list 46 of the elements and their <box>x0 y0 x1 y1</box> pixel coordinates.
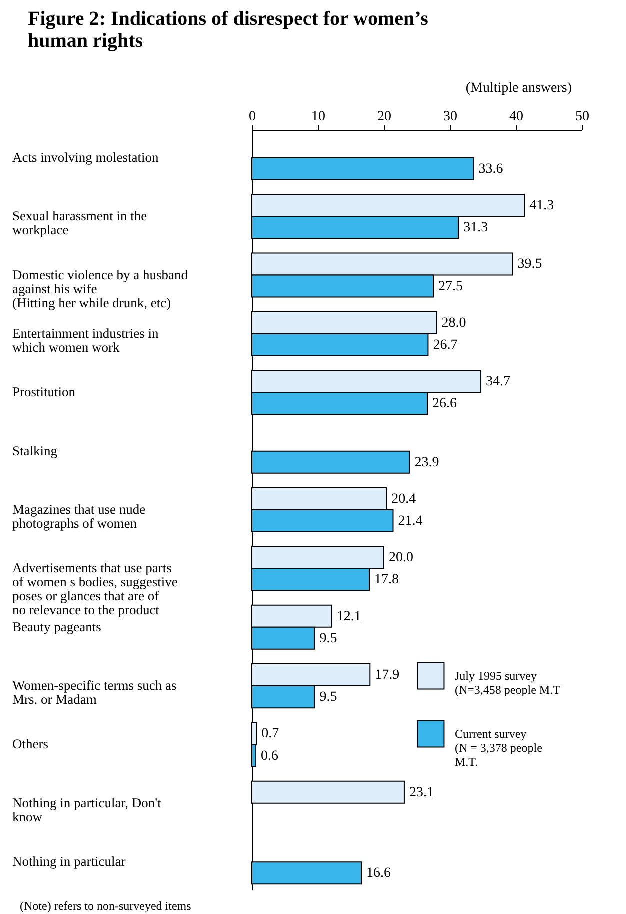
x-tick-label: 0 <box>249 110 256 124</box>
text: (Note) refers to non-surveyed items <box>20 899 192 913</box>
data-label: 31.3 <box>464 220 488 236</box>
data-label: 12.1 <box>336 609 362 624</box>
data-label: 20.4 <box>392 492 416 507</box>
data-label: 0.6 <box>260 748 278 764</box>
x-tick-label: 20 <box>378 110 392 124</box>
data-label: 28.0 <box>442 316 466 331</box>
data-label: 23.1 <box>409 785 434 800</box>
data-label: 21.4 <box>398 514 423 530</box>
legend-label: July 1995 survey (N=3,458 people M.T <box>455 669 562 697</box>
x-tick-label: 10 <box>312 110 326 124</box>
text: (Multiple answers) <box>466 81 572 96</box>
chart-title: Figure 2: Indications of disrespect for women’s human rights <box>28 8 429 52</box>
x-tick-label: 40 <box>510 110 524 124</box>
data-label: 17.9 <box>375 668 400 684</box>
data-label: 41.3 <box>530 198 554 214</box>
y-tick-label: Magazines that use nude photographs of women <box>12 502 146 531</box>
y-tick-label: Stalking <box>12 443 58 458</box>
data-label: 20.0 <box>389 550 414 566</box>
y-tick-label: Women-specific terms such as Mrs. or Madam <box>12 678 177 708</box>
data-label: 9.5 <box>320 690 338 706</box>
legend-label: Current survey (N = 3,378 people M.T. <box>455 727 542 769</box>
data-label: 27.5 <box>438 279 463 294</box>
y-tick-label: Nothing in particular, Don't know <box>12 795 162 824</box>
y-tick-label: Advertisements that use parts of women s bodies, suggestive poses or glances that are of no relevance to the product <box>12 560 178 618</box>
y-tick-label: Domestic violence by a husband against his wife (Hitting her while drunk, etc) <box>12 267 188 310</box>
y-tick-label: Entertainment industries in which women work <box>12 326 159 355</box>
data-label: 39.5 <box>518 257 542 272</box>
y-tick-label: Nothing in particular <box>12 854 126 870</box>
y-tick-label: Others <box>12 736 48 752</box>
y-tick-label: Sexual harassment in the workplace <box>12 208 148 238</box>
y-tick-label: Beauty pageants <box>12 619 102 634</box>
data-label: 26.6 <box>432 396 458 412</box>
data-label: 23.9 <box>414 455 440 470</box>
data-label: 9.5 <box>320 631 338 646</box>
data-label: 34.7 <box>486 374 511 390</box>
data-label: 16.6 <box>366 866 392 882</box>
data-label: 33.6 <box>478 162 504 177</box>
y-tick-label: Acts involving molestation <box>12 150 159 165</box>
y-tick-label: Prostitution <box>12 384 76 400</box>
data-label: 0.7 <box>262 726 280 742</box>
data-label: 17.8 <box>374 572 399 588</box>
x-tick-label: 30 <box>444 110 458 124</box>
data-label: 26.7 <box>433 338 458 353</box>
x-tick-label: 50 <box>576 110 590 124</box>
